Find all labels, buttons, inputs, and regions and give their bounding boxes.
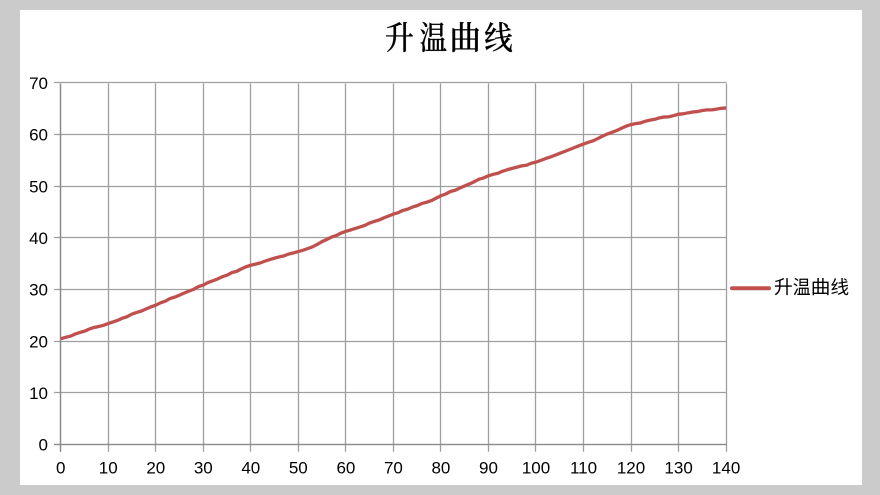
- svg-text:40: 40: [29, 229, 48, 248]
- svg-text:10: 10: [99, 458, 118, 477]
- svg-text:20: 20: [29, 332, 48, 351]
- svg-text:80: 80: [431, 458, 450, 477]
- svg-text:90: 90: [479, 458, 498, 477]
- svg-text:30: 30: [29, 281, 48, 300]
- svg-text:50: 50: [29, 177, 48, 196]
- svg-text:110: 110: [570, 458, 597, 477]
- svg-text:70: 70: [384, 458, 403, 477]
- svg-text:70: 70: [29, 74, 48, 93]
- svg-text:0: 0: [39, 436, 48, 455]
- svg-text:50: 50: [289, 458, 308, 477]
- svg-text:130: 130: [664, 458, 692, 477]
- svg-text:0: 0: [56, 458, 65, 477]
- svg-text:20: 20: [146, 458, 165, 477]
- svg-text:10: 10: [29, 384, 48, 403]
- svg-text:60: 60: [336, 458, 355, 477]
- svg-text:140: 140: [712, 458, 740, 477]
- svg-text:100: 100: [522, 458, 550, 477]
- svg-text:120: 120: [617, 458, 645, 477]
- svg-text:40: 40: [241, 458, 260, 477]
- svg-text:30: 30: [194, 458, 213, 477]
- svg-text:60: 60: [29, 126, 48, 145]
